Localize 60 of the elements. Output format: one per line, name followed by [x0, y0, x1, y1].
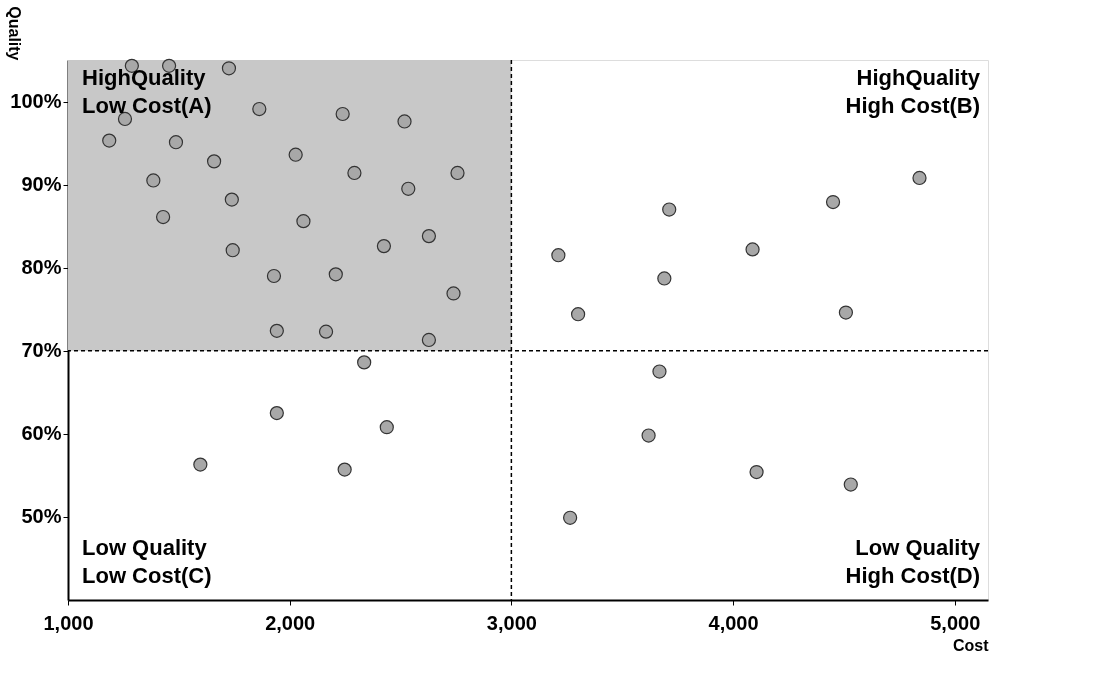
point	[155, 209, 171, 225]
point	[749, 464, 764, 480]
point	[641, 428, 656, 443]
x-tick-label: 3,000	[486, 611, 537, 634]
point	[221, 61, 237, 76]
point	[657, 271, 672, 286]
x-tick-label: 2,000	[265, 611, 316, 634]
point	[446, 286, 461, 301]
annotation: Low Quality High Cost(D)	[845, 535, 981, 588]
y-tick-label: 60%	[21, 422, 62, 445]
point	[193, 457, 208, 472]
point	[401, 181, 416, 196]
annotation: Low Quality Low Cost(C)	[82, 535, 212, 588]
point	[843, 477, 858, 492]
point	[318, 324, 334, 339]
point	[102, 133, 117, 148]
y-tick-label: 100%	[10, 90, 62, 113]
point	[296, 214, 311, 229]
point	[379, 420, 394, 435]
point	[912, 170, 927, 186]
point	[662, 202, 677, 217]
point	[269, 405, 284, 421]
point	[376, 238, 392, 254]
point	[146, 173, 161, 188]
point	[288, 147, 303, 162]
point	[206, 154, 222, 169]
point	[337, 462, 352, 477]
x-tick-label: 4,000	[708, 611, 759, 634]
annotation: HighQuality Low Cost(A)	[82, 65, 212, 118]
x-tick-label: 5,000	[930, 611, 981, 634]
point	[652, 364, 667, 379]
y-tick-label: 50%	[21, 505, 62, 528]
point	[450, 165, 465, 181]
point	[745, 242, 760, 257]
point	[421, 332, 437, 348]
point	[225, 243, 240, 258]
point	[117, 111, 133, 127]
point	[563, 510, 578, 525]
y-tick-label: 70%	[21, 339, 62, 362]
annotation: HighQuality High Cost(B)	[845, 65, 981, 118]
point	[335, 106, 350, 122]
point	[551, 248, 566, 263]
point	[224, 192, 239, 207]
point	[266, 268, 282, 284]
point	[825, 194, 841, 210]
point	[168, 135, 184, 150]
point	[347, 165, 362, 181]
point	[357, 355, 372, 370]
y-axis-title: Quality	[6, 6, 24, 61]
point	[269, 323, 284, 338]
y-tick-label: 80%	[21, 256, 62, 279]
y-tick-label: 90%	[21, 173, 62, 196]
point	[252, 101, 267, 117]
point	[328, 267, 343, 282]
point	[838, 305, 854, 320]
x-tick-label: 1,000	[43, 611, 94, 634]
point	[421, 229, 437, 244]
x-axis-title: Cost	[952, 636, 990, 654]
point	[570, 307, 586, 322]
point	[397, 114, 412, 129]
